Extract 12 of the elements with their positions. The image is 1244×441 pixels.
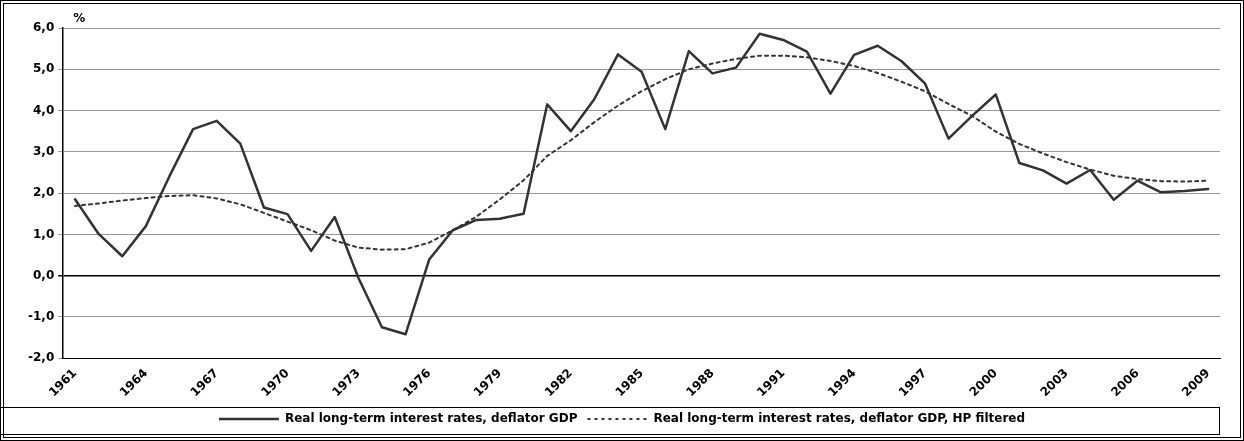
y-tick-label: 0,0 [32,267,55,282]
y-axis-title: % [73,11,86,26]
legend-label: Real long-term interest rates, deflator GDP [284,411,578,426]
y-tick-label: 6,0 [32,20,55,35]
y-tick-label: -1,0 [27,309,55,324]
y-tick-label: -2,0 [27,350,55,365]
y-tick-label: 1,0 [32,226,55,241]
y-tick-label: 5,0 [32,61,55,76]
y-tick-label: 2,0 [32,185,55,200]
y-tick-label: 4,0 [32,102,55,117]
y-tick-label: 3,0 [32,143,55,158]
legend-label: Real long-term interest rates, deflator GDP, HP filtered [653,411,1026,426]
